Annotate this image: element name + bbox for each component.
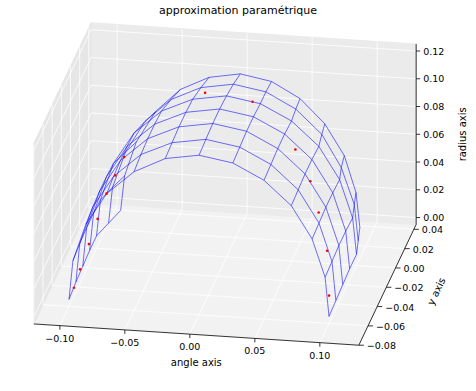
point	[309, 180, 312, 183]
wire-line	[76, 139, 336, 300]
tick-mark	[414, 229, 419, 230]
wire-line	[291, 124, 324, 206]
tick-label: −0.02	[394, 282, 423, 293]
wireframe	[69, 74, 360, 317]
x-axis-title: angle axis	[171, 357, 222, 368]
wire-line	[264, 99, 300, 181]
tick-labels: −0.10 −0.05 0.00 0.05 0.10 −0.08 −0.06 −0.04 −0.…	[45, 46, 444, 361]
wire-line	[121, 74, 360, 228]
tick-mark	[254, 338, 255, 342]
tick-mark	[319, 343, 320, 347]
tick-label: −0.05	[110, 337, 139, 348]
grid-line	[190, 33, 247, 334]
grid-line	[34, 141, 416, 262]
point	[326, 250, 329, 253]
grid-line	[34, 85, 416, 206]
title: approximation paramétrique	[159, 4, 317, 17]
point	[204, 92, 207, 95]
floor-pane	[34, 203, 416, 345]
axes	[34, 44, 420, 347]
point	[88, 243, 91, 246]
points	[73, 92, 331, 297]
point	[328, 294, 331, 297]
tick-mark	[396, 267, 401, 268]
wire-line	[97, 96, 357, 254]
wire-line	[312, 156, 344, 239]
point	[79, 268, 82, 271]
tick-mark	[124, 330, 125, 334]
tick-label: 0.00	[404, 263, 425, 274]
tick-mark	[59, 326, 60, 330]
wire-line	[199, 74, 240, 155]
grid-line	[320, 42, 377, 343]
tick-mark	[416, 217, 420, 218]
panes	[34, 23, 416, 345]
tick-mark	[386, 287, 391, 288]
point	[123, 156, 126, 159]
grid	[34, 24, 416, 345]
tick-label: 0.04	[423, 157, 444, 168]
tick-label: 0.02	[423, 184, 444, 195]
tick-mark	[359, 345, 364, 346]
chart: approximation paramétrique −0.10 −0.05 0.00…	[0, 0, 476, 391]
tick-label: 0.06	[423, 129, 444, 140]
wire-line	[233, 81, 272, 163]
point	[317, 211, 320, 214]
wire-line	[134, 89, 180, 171]
tick-label: 0.10	[423, 73, 444, 84]
tick-mark	[368, 325, 373, 326]
tick-mark	[377, 306, 382, 307]
wire-line	[73, 176, 125, 261]
tick-mark	[416, 106, 420, 107]
tick-label: −0.08	[367, 340, 396, 351]
wire-line	[329, 227, 360, 316]
tick-label: −0.04	[385, 302, 414, 313]
tick-mark	[416, 134, 420, 135]
point	[251, 100, 254, 103]
grid-line	[125, 29, 182, 330]
tick-label: 0.00	[423, 212, 444, 223]
tick-label: −0.10	[45, 333, 74, 344]
tick-label: 0.04	[422, 224, 443, 235]
point	[294, 148, 297, 151]
tick-label: 0.10	[309, 350, 330, 361]
tick-label: 0.00	[179, 341, 200, 352]
tick-label: 0.02	[413, 244, 434, 255]
z-axis-title: radius axis	[457, 107, 468, 161]
marks	[69, 74, 360, 317]
point	[73, 286, 76, 289]
grid-line	[34, 169, 416, 290]
point	[105, 192, 108, 195]
tick-label: 0.08	[423, 101, 444, 112]
point	[114, 174, 117, 177]
tick-label: −0.06	[376, 321, 405, 332]
wire-line	[107, 111, 156, 193]
tick-mark	[416, 162, 420, 163]
point	[96, 218, 99, 221]
tick-label: 0.05	[244, 345, 265, 356]
wire-line	[69, 210, 121, 299]
tick-label: 0.12	[423, 46, 444, 57]
wire-line	[90, 109, 350, 269]
wire-line	[83, 123, 343, 284]
tick-mark	[416, 189, 420, 190]
grid-line	[34, 30, 416, 151]
y-axis-title: y axis	[425, 276, 447, 307]
tick-mark	[189, 334, 190, 338]
tick-mark	[405, 248, 410, 249]
tick-mark	[416, 51, 420, 52]
tick-mark	[416, 78, 420, 79]
grid-line	[255, 37, 312, 338]
